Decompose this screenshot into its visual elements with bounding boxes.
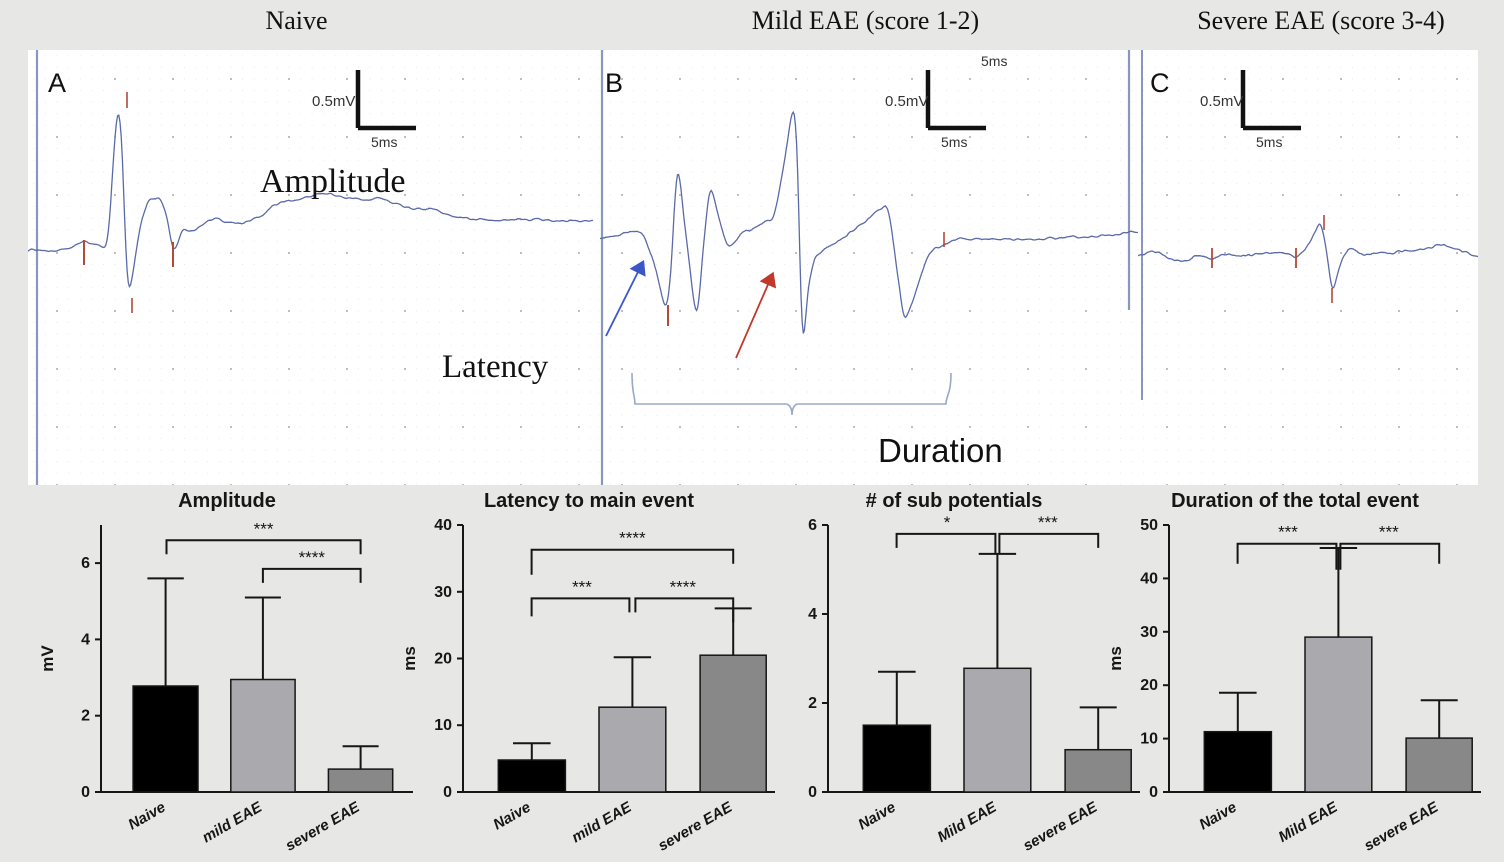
svg-text:6: 6 — [81, 555, 90, 572]
svg-text:10: 10 — [1140, 731, 1158, 748]
svg-text:severe EAE: severe EAE — [1020, 798, 1101, 854]
svg-text:****: **** — [670, 577, 697, 596]
svg-text:Amplitude: Amplitude — [178, 490, 276, 512]
svg-text:Mild EAE: Mild EAE — [935, 798, 1001, 846]
svg-text:0.5mV: 0.5mV — [312, 93, 355, 110]
svg-text:mV: mV — [39, 645, 57, 672]
svg-text:2: 2 — [808, 695, 817, 712]
svg-text:0: 0 — [1149, 784, 1158, 801]
svg-text:severe EAE: severe EAE — [655, 798, 736, 854]
svg-text:Duration: Duration — [878, 432, 1003, 469]
svg-text:5ms: 5ms — [981, 53, 1007, 69]
svg-text:# of sub potentials: # of sub potentials — [866, 490, 1043, 512]
svg-text:0.5mV: 0.5mV — [1200, 93, 1243, 110]
svg-text:Naive: Naive — [855, 799, 898, 834]
svg-text:2: 2 — [81, 708, 90, 725]
svg-text:ms: ms — [401, 646, 419, 671]
svg-text:30: 30 — [434, 584, 452, 601]
svg-text:*: * — [944, 513, 951, 532]
svg-text:ms: ms — [1107, 646, 1125, 671]
svg-text:***: *** — [572, 577, 592, 596]
svg-text:0: 0 — [443, 784, 452, 801]
svg-text:4: 4 — [81, 631, 90, 648]
svg-text:***: *** — [254, 519, 274, 538]
svg-text:20: 20 — [434, 651, 452, 668]
svg-text:30: 30 — [1140, 624, 1158, 641]
svg-text:Naive: Naive — [490, 799, 533, 834]
svg-text:***: *** — [1038, 513, 1058, 532]
svg-text:mild EAE: mild EAE — [569, 798, 635, 846]
svg-text:20: 20 — [1140, 677, 1158, 694]
svg-text:mild EAE: mild EAE — [199, 798, 265, 846]
svg-text:****: **** — [299, 548, 326, 567]
svg-text:A: A — [48, 68, 66, 98]
svg-text:5ms: 5ms — [371, 134, 397, 150]
svg-text:C: C — [1150, 68, 1170, 98]
svg-text:0: 0 — [808, 784, 817, 801]
svg-text:5ms: 5ms — [1256, 134, 1282, 150]
svg-text:40: 40 — [434, 517, 452, 534]
svg-text:Amplitude: Amplitude — [260, 163, 405, 200]
svg-text:Naive: Naive — [1196, 799, 1239, 834]
svg-text:50: 50 — [1140, 517, 1158, 534]
svg-text:***: *** — [1379, 523, 1399, 542]
svg-text:Duration of the total event: Duration of the total event — [1171, 490, 1419, 512]
svg-text:Latency: Latency — [442, 349, 549, 385]
svg-text:****: **** — [619, 529, 646, 548]
svg-text:B: B — [605, 68, 623, 98]
svg-text:0: 0 — [81, 784, 90, 801]
svg-text:10: 10 — [434, 717, 452, 734]
svg-text:0.5mV: 0.5mV — [885, 93, 928, 110]
svg-text:5ms: 5ms — [941, 134, 967, 150]
svg-text:4: 4 — [808, 606, 817, 623]
svg-text:Latency to main event: Latency to main event — [484, 490, 694, 512]
svg-text:severe EAE: severe EAE — [283, 798, 364, 854]
svg-text:Naive: Naive — [125, 799, 168, 834]
svg-text:Mild EAE: Mild EAE — [1276, 798, 1342, 846]
svg-text:***: *** — [1278, 523, 1298, 542]
svg-text:6: 6 — [808, 517, 817, 534]
svg-text:40: 40 — [1140, 570, 1158, 587]
svg-text:severe EAE: severe EAE — [1361, 798, 1442, 854]
